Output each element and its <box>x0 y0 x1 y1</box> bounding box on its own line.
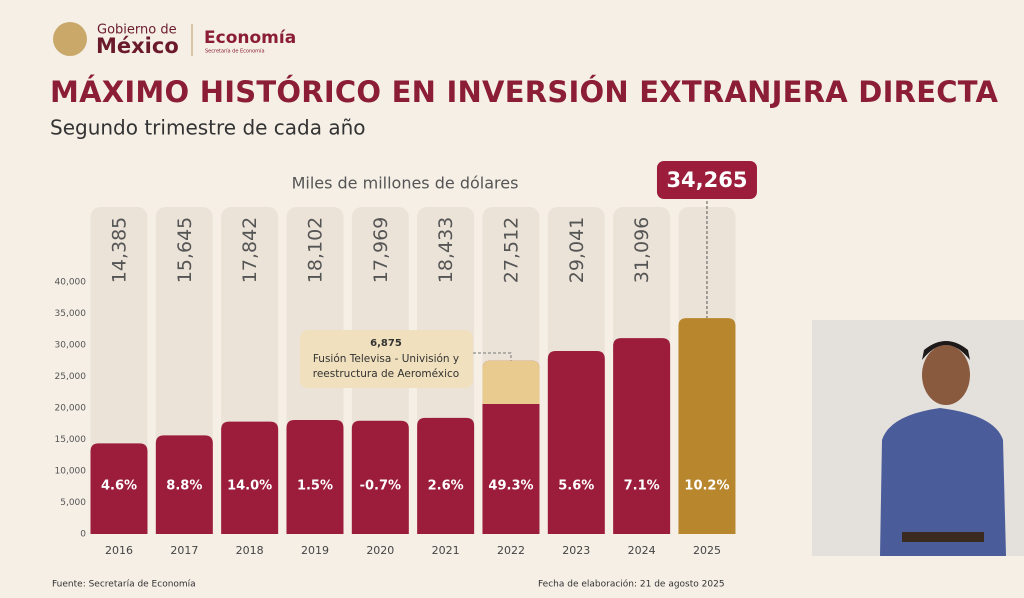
x-tick-label: 2022 <box>497 544 525 557</box>
value-label: 18,102 <box>304 217 326 283</box>
y-tick-label: 20,000 <box>55 404 87 414</box>
value-label: 15,645 <box>174 217 196 283</box>
annotation-value: 6,875 <box>370 338 402 349</box>
value-label: 29,041 <box>566 217 588 283</box>
y-label: Miles de millones de dólares <box>292 174 519 193</box>
bar <box>613 338 671 534</box>
bar <box>482 360 540 534</box>
y-tick-label: 10,000 <box>55 467 87 477</box>
bar <box>351 420 409 534</box>
growth-label: 5.6% <box>558 479 594 494</box>
x-tick-label: 2016 <box>105 544 133 557</box>
x-tick-label: 2025 <box>693 544 721 557</box>
value-label: 18,433 <box>435 217 457 283</box>
chart-title: MÁXIMO HISTÓRICO EN INVERSIÓN EXTRANJERA… <box>50 75 999 109</box>
value-label: 31,096 <box>631 217 653 283</box>
highlight-segment <box>482 360 540 404</box>
value-label: 17,842 <box>239 217 261 283</box>
y-tick-label: 15,000 <box>55 435 87 445</box>
x-tick-label: 2020 <box>366 544 394 557</box>
y-tick-label: 5,000 <box>60 498 86 508</box>
bar <box>286 419 344 534</box>
y-tick-label: 35,000 <box>55 309 87 319</box>
value-label: 34,265 <box>666 168 747 192</box>
growth-label: 10.2% <box>684 479 729 494</box>
bar <box>547 351 605 534</box>
x-tick-label: 2017 <box>170 544 198 557</box>
growth-label: 2.6% <box>428 479 464 494</box>
total-badge <box>656 161 757 199</box>
source: Fuente: Secretaría de Economía <box>52 580 196 590</box>
growth-label: 1.5% <box>297 479 333 494</box>
y-tick-label: 40,000 <box>55 278 87 288</box>
x-tick-label: 2021 <box>432 544 460 557</box>
x-tick-label: 2018 <box>236 544 264 557</box>
annotation-text: Fusión Televisa - Univisión y <box>313 353 459 365</box>
person-belt <box>902 532 984 542</box>
annotation-connector <box>473 352 512 361</box>
value-label: 17,969 <box>370 217 392 283</box>
person-head <box>922 345 970 405</box>
bar <box>417 417 475 534</box>
logo-emblem <box>53 22 87 56</box>
growth-label: 14.0% <box>227 479 272 494</box>
annotation-text: reestructura de Aeroméxico <box>313 368 459 380</box>
y-tick-label: 25,000 <box>55 372 87 382</box>
x-tick-label: 2023 <box>562 544 590 557</box>
bar <box>221 421 279 534</box>
annotation-box <box>300 330 473 388</box>
logo-text: Gobierno de <box>97 23 177 38</box>
chart-subtitle: Segundo trimestre de cada año <box>50 116 366 140</box>
x-tick-label: 2024 <box>628 544 656 557</box>
growth-label: -0.7% <box>360 479 401 494</box>
person-body <box>880 408 1006 556</box>
growth-label: 49.3% <box>488 479 533 494</box>
x-tick-label: 2019 <box>301 544 329 557</box>
bar <box>90 443 148 534</box>
value-label: 14,385 <box>109 217 131 283</box>
logo-text: México <box>96 34 179 58</box>
interpreter-video <box>812 320 1024 556</box>
growth-label: 8.8% <box>166 479 202 494</box>
agency-sub: Secretaría de Economía <box>205 48 265 55</box>
y-tick-label: 0 <box>80 530 86 540</box>
person-hair <box>922 341 970 360</box>
agency: Economía <box>204 28 296 48</box>
growth-label: 7.1% <box>624 479 660 494</box>
bar <box>155 435 213 534</box>
growth-label: 4.6% <box>101 479 137 494</box>
value-label: 27,512 <box>500 217 522 283</box>
y-tick-label: 30,000 <box>55 341 87 351</box>
date: Fecha de elaboración: 21 de agosto 2025 <box>538 579 725 590</box>
bar <box>678 318 736 534</box>
